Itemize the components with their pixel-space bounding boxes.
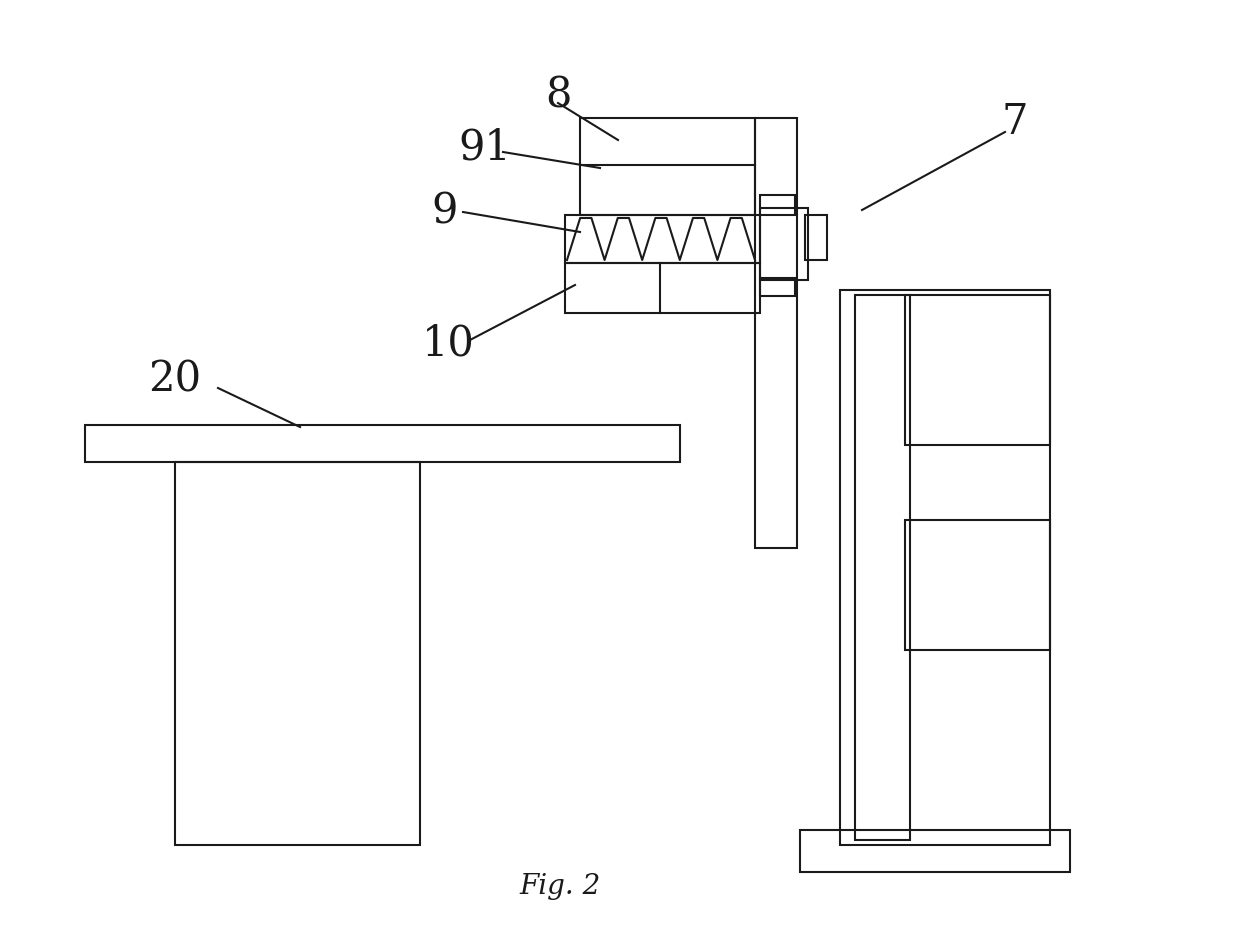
Bar xyxy=(580,118,755,215)
Bar xyxy=(760,195,795,215)
Bar xyxy=(805,215,827,260)
Bar xyxy=(856,295,910,840)
Text: 9: 9 xyxy=(432,191,459,233)
Bar xyxy=(755,118,797,548)
Bar xyxy=(800,830,1070,872)
Bar xyxy=(905,520,1050,650)
Bar xyxy=(175,462,420,845)
Bar xyxy=(760,278,795,296)
Bar xyxy=(839,290,1050,845)
Text: 20: 20 xyxy=(149,359,202,401)
Text: 7: 7 xyxy=(1002,101,1028,143)
Bar xyxy=(86,425,680,462)
Bar xyxy=(565,263,760,313)
Text: 91: 91 xyxy=(459,127,511,169)
Bar xyxy=(760,208,808,280)
Text: 8: 8 xyxy=(544,75,572,117)
Bar xyxy=(905,295,1050,445)
Text: Fig. 2: Fig. 2 xyxy=(520,873,600,901)
Text: 10: 10 xyxy=(422,322,475,364)
Bar xyxy=(565,215,760,263)
